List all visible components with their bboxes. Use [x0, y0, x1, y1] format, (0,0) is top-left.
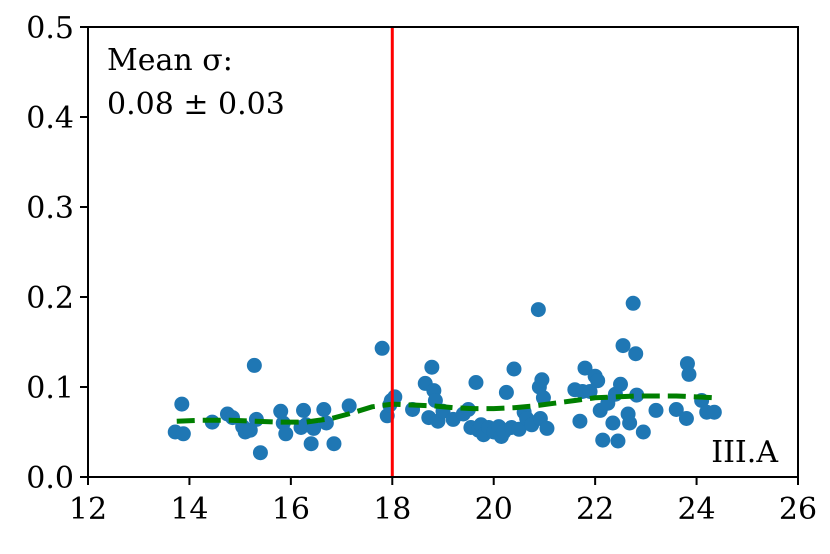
data-point: [535, 390, 551, 406]
data-point: [511, 421, 527, 437]
data-point: [175, 426, 191, 442]
data-point: [506, 361, 522, 377]
data-point: [629, 387, 645, 403]
data-point: [498, 384, 514, 400]
data-point: [273, 403, 289, 419]
data-point: [628, 346, 644, 362]
data-point: [326, 436, 342, 452]
data-point: [648, 402, 664, 418]
data-point: [539, 420, 555, 436]
data-point: [595, 432, 611, 448]
data-point: [681, 366, 697, 382]
data-point: [605, 415, 621, 431]
data-point: [278, 426, 294, 442]
scatter-points: [167, 295, 722, 461]
trend-line: [176, 393, 715, 425]
x-tick-label: 14: [170, 492, 208, 527]
mean-sigma-label: Mean σ:: [107, 43, 233, 78]
data-point: [668, 402, 684, 417]
data-point: [590, 373, 606, 389]
data-point: [615, 338, 631, 354]
x-tick-label: 16: [272, 492, 310, 527]
data-point: [678, 411, 694, 426]
data-point: [572, 413, 588, 429]
data-point: [577, 360, 593, 376]
y-tick-label: 0.1: [26, 371, 74, 406]
data-point: [296, 402, 312, 418]
data-point: [246, 357, 262, 373]
y-tick-label: 0.5: [26, 11, 74, 46]
data-point: [341, 398, 357, 414]
data-point: [252, 445, 268, 461]
data-point: [530, 302, 546, 318]
y-axis-ticks: 0.0 0.1 0.2 0.3 0.4 0.5: [26, 11, 88, 496]
data-point: [622, 415, 638, 431]
y-tick-label: 0.4: [26, 101, 74, 136]
data-point: [610, 433, 626, 449]
x-tick-label: 24: [677, 492, 715, 527]
data-point: [424, 359, 440, 375]
x-tick-label: 12: [69, 492, 107, 527]
y-tick-label: 0.2: [26, 281, 74, 316]
mean-sigma-value: 0.08 ± 0.03: [107, 87, 285, 122]
data-point: [306, 420, 322, 436]
x-tick-label: 22: [576, 492, 614, 527]
y-tick-label: 0.3: [26, 191, 74, 226]
y-tick-label: 0.0: [26, 461, 74, 496]
data-point: [534, 372, 550, 388]
x-axis-ticks: 12 14 16 18 20 22 24 26: [69, 477, 817, 527]
data-point: [374, 340, 390, 356]
x-tick-label: 20: [475, 492, 513, 527]
data-point: [613, 376, 628, 392]
x-tick-label: 18: [373, 492, 411, 527]
data-point: [468, 375, 484, 390]
data-point: [706, 404, 722, 420]
data-point: [303, 436, 319, 452]
data-point: [635, 424, 651, 440]
data-point: [625, 295, 641, 311]
data-point: [316, 402, 332, 417]
panel-label: III.A: [711, 435, 778, 470]
trend-line-layer: [176, 393, 715, 425]
data-point: [582, 384, 598, 399]
plot-frame: [87, 26, 799, 478]
x-tick-label: 26: [779, 492, 817, 527]
data-point: [174, 396, 190, 412]
